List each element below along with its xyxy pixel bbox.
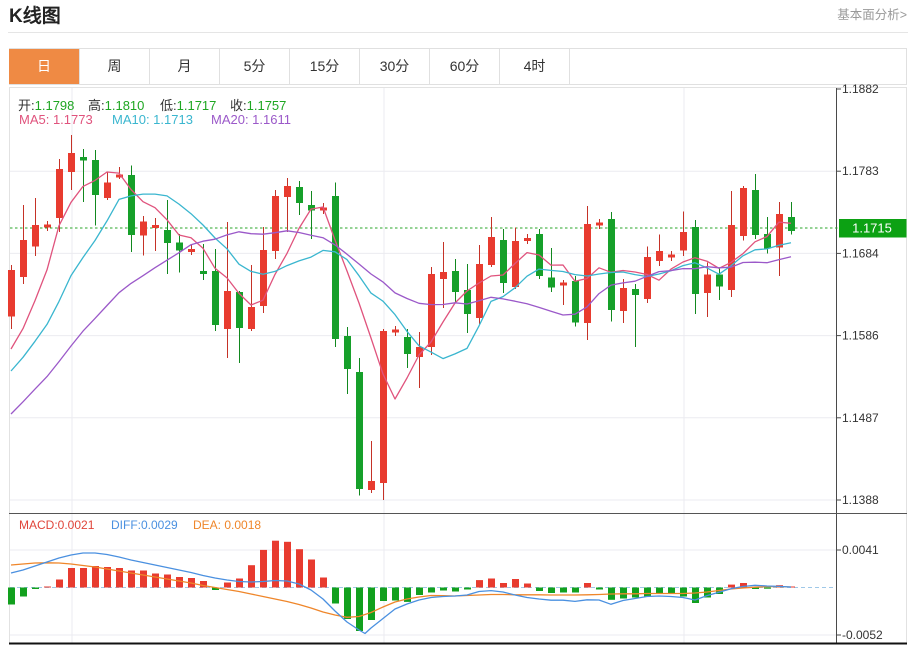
svg-text:1.1586: 1.1586 — [842, 329, 879, 343]
svg-text:-0.0052: -0.0052 — [842, 628, 883, 642]
svg-text:1.1783: 1.1783 — [842, 164, 879, 178]
svg-text:1.1684: 1.1684 — [842, 246, 879, 260]
svg-text:1.1715: 1.1715 — [852, 221, 892, 236]
svg-text:1.1388: 1.1388 — [842, 493, 879, 507]
svg-text:1.1882: 1.1882 — [842, 82, 879, 96]
svg-text:0.0041: 0.0041 — [842, 543, 879, 557]
svg-text:1.1487: 1.1487 — [842, 411, 879, 425]
